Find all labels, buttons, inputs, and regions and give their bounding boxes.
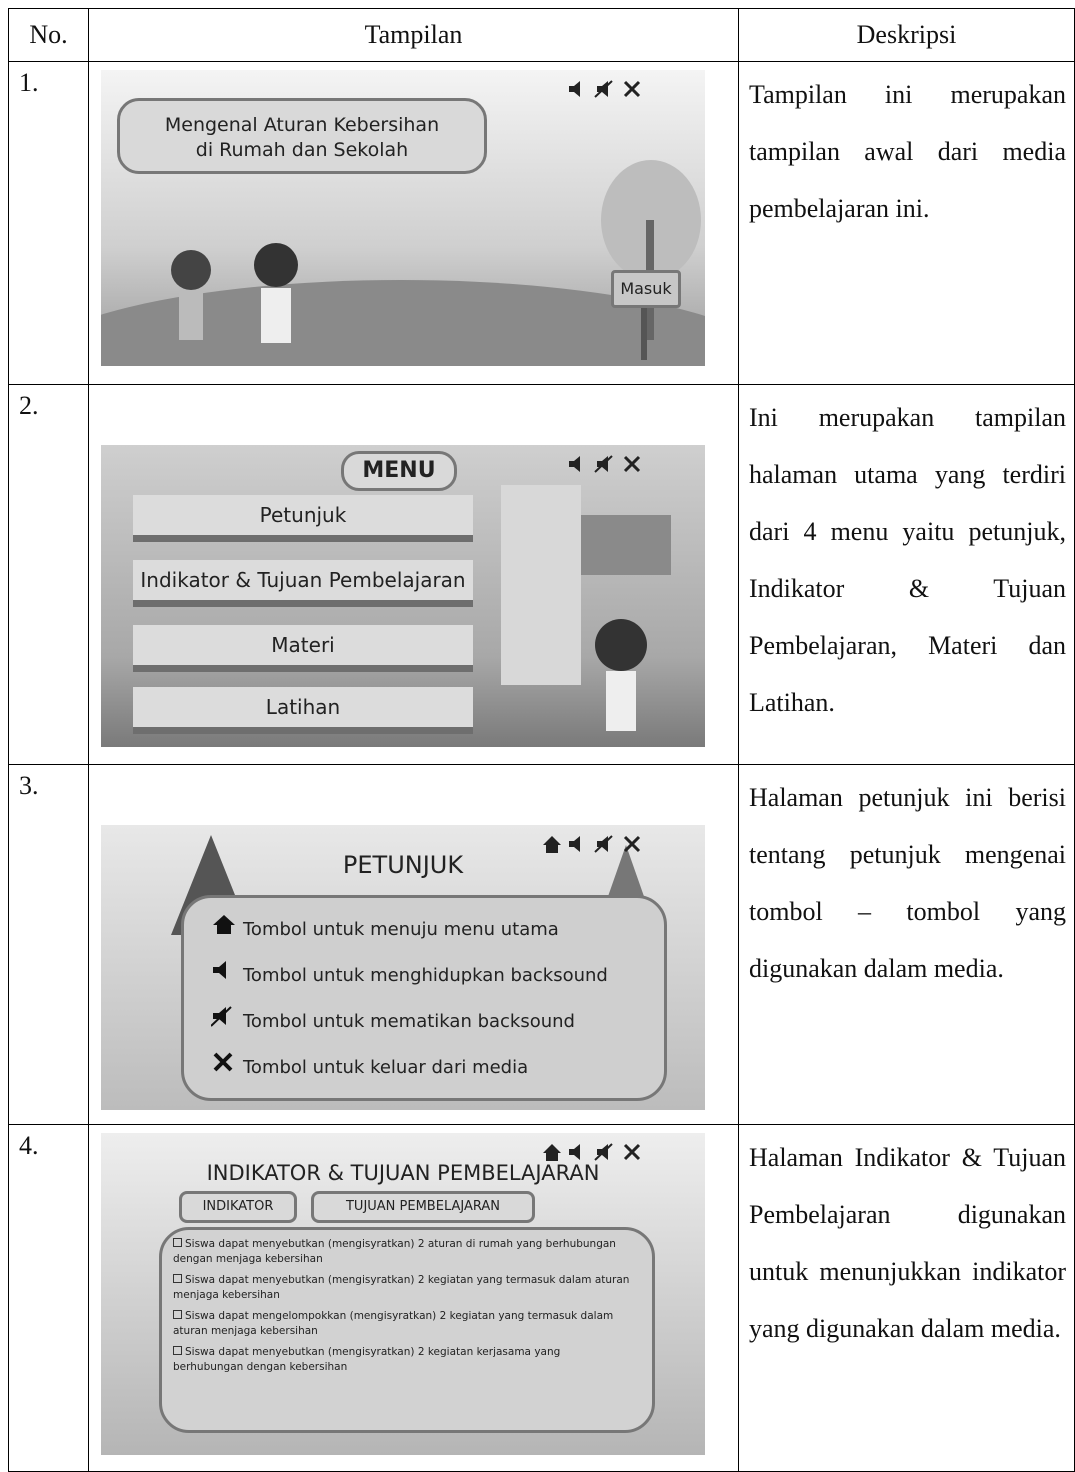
header-cell: No.: [8, 8, 89, 62]
help-text: Tombol untuk mematikan backsound: [243, 1011, 575, 1032]
table: No. Tampilan Deskripsi 1. Mengenal Atura…: [8, 8, 1075, 1472]
view-cell: PETUNJUK Tombol untuk menuju menu utama …: [88, 764, 739, 1125]
indicator-item: Siswa dapat mengelompokkan (mengisyratka…: [173, 1309, 633, 1339]
row: 1. Mengenal Aturan Kebersihan di Rumah d…: [8, 61, 1075, 385]
number: 2.: [8, 384, 89, 765]
view-cell: MENU Petunjuk Indikator & Tujuan Pembela…: [88, 384, 739, 765]
icons: [569, 455, 641, 473]
row: 2. MENU Petunjuk Indikator & Tujuan Pemb…: [8, 384, 1075, 765]
scene: [101, 160, 705, 366]
title-panel: Mengenal Aturan Kebersihan di Rumah dan …: [117, 98, 487, 174]
icon: [213, 915, 235, 934]
indicator-text: Siswa dapat menyebutkan (mengisyratkan) …: [173, 1346, 561, 1373]
title-line: Mengenal Aturan Kebersihan: [164, 114, 440, 136]
indicator-text: Siswa dapat menyebutkan (mengisyratkan) …: [173, 1274, 630, 1301]
help-panel: [181, 895, 667, 1101]
icons: [543, 835, 641, 853]
description: Tampilan ini merupakan tampilan awal dar…: [738, 61, 1075, 385]
title-line: di Rumah dan Sekolah: [195, 139, 409, 161]
tab: TUJUAN PEMBELAJARAN: [311, 1191, 535, 1223]
screen-title: PETUNJUK: [342, 851, 464, 879]
header-row: No. Tampilan Deskripsi: [8, 8, 1075, 62]
help-item: Tombol untuk keluar dari media: [211, 1051, 608, 1097]
scene: [501, 485, 671, 731]
screenshot: INDIKATOR & TUJUAN PEMBELAJARAN INDIKATO…: [101, 1133, 705, 1455]
help-item: Tombol untuk menghidupkan backsound: [211, 959, 608, 1005]
tab: INDIKATOR: [179, 1191, 297, 1223]
indicator-item: Siswa dapat menyebutkan (mengisyratkan) …: [173, 1345, 633, 1375]
menu-button: Petunjuk: [133, 495, 473, 542]
indicator-item: Siswa dapat menyebutkan (mengisyratkan) …: [173, 1273, 633, 1303]
enter-button: Masuk: [611, 270, 681, 308]
help-item: Tombol untuk mematikan backsound: [210, 1005, 608, 1051]
help-text: Tombol untuk menuju menu utama: [243, 919, 559, 940]
view-cell: INDIKATOR & TUJUAN PEMBELAJARAN INDIKATO…: [88, 1124, 739, 1472]
description: Halaman petunjuk ini berisi tentang petu…: [738, 764, 1075, 1125]
indicator-item: Siswa dapat menyebutkan (mengisyratkan) …: [173, 1237, 633, 1267]
view-cell: Mengenal Aturan Kebersihan di Rumah dan …: [88, 61, 739, 385]
menu-button: Latihan: [133, 687, 473, 734]
screenshot: PETUNJUK Tombol untuk menuju menu utama …: [101, 825, 705, 1110]
header-cell: Tampilan: [88, 8, 739, 62]
menu-button: Indikator & Tujuan Pembelajaran: [133, 560, 473, 607]
icons: [543, 1143, 641, 1161]
help-list: Tombol untuk menuju menu utama Tombol un…: [210, 913, 608, 1097]
number: 3.: [8, 764, 89, 1125]
help-text: Tombol untuk menghidupkan backsound: [243, 965, 608, 986]
screenshot: Mengenal Aturan Kebersihan di Rumah dan …: [101, 70, 705, 366]
menu-title: MENU: [341, 451, 457, 491]
number: 4.: [8, 1124, 89, 1472]
description: Halaman Indikator & Tujuan Pembelajaran …: [738, 1124, 1075, 1472]
indicator-text: Siswa dapat mengelompokkan (mengisyratka…: [173, 1310, 614, 1337]
indicator-list: Siswa dapat menyebutkan (mengisyratkan) …: [173, 1237, 633, 1381]
screen-title: INDIKATOR & TUJUAN PEMBELAJARAN: [206, 1161, 600, 1185]
screenshot: MENU Petunjuk Indikator & Tujuan Pembela…: [101, 445, 705, 747]
icon: [213, 1052, 233, 1072]
menu-button: Materi: [133, 625, 473, 672]
description: Ini merupakan tampilan halaman utama yan…: [738, 384, 1075, 765]
row: 4. INDIKATOR & TUJUAN PEMBELAJARAN INDIK…: [8, 1124, 1075, 1472]
row: 3. PETUNJUK Tombol untuk menuju menu uta…: [8, 764, 1075, 1125]
icons: [569, 80, 641, 98]
content-panel: [159, 1227, 655, 1433]
indicator-text: Siswa dapat menyebutkan (mengisyratkan) …: [173, 1238, 616, 1265]
icon: [213, 961, 226, 979]
number: 1.: [8, 61, 89, 385]
help-text: Tombol untuk keluar dari media: [243, 1057, 529, 1078]
help-item: Tombol untuk menuju menu utama: [211, 913, 608, 959]
icon: [210, 1006, 232, 1027]
header-cell: Deskripsi: [738, 8, 1075, 62]
